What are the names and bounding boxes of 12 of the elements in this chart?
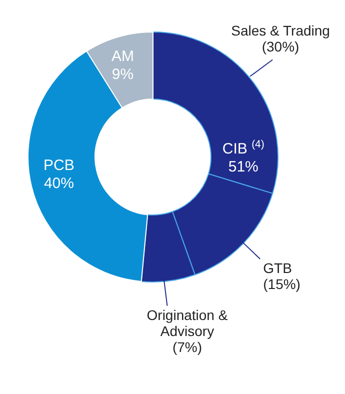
slice-label: Origination & Advisory bbox=[146, 306, 228, 339]
text: CIB $^{(4)}$ bbox=[222, 138, 264, 158]
data-label: 40% bbox=[44, 175, 74, 192]
slice-label: PCB bbox=[44, 157, 74, 174]
text: 51% bbox=[228, 158, 258, 176]
data-label: (15%) bbox=[263, 276, 300, 292]
data-label: 9% bbox=[112, 66, 134, 84]
data-label: (7%) bbox=[172, 338, 202, 355]
data-label: (30%) bbox=[262, 38, 300, 55]
slice-label: GTB bbox=[263, 260, 292, 276]
slice-label: Sales & Trading bbox=[231, 22, 330, 39]
slice-label: AM bbox=[111, 48, 134, 66]
